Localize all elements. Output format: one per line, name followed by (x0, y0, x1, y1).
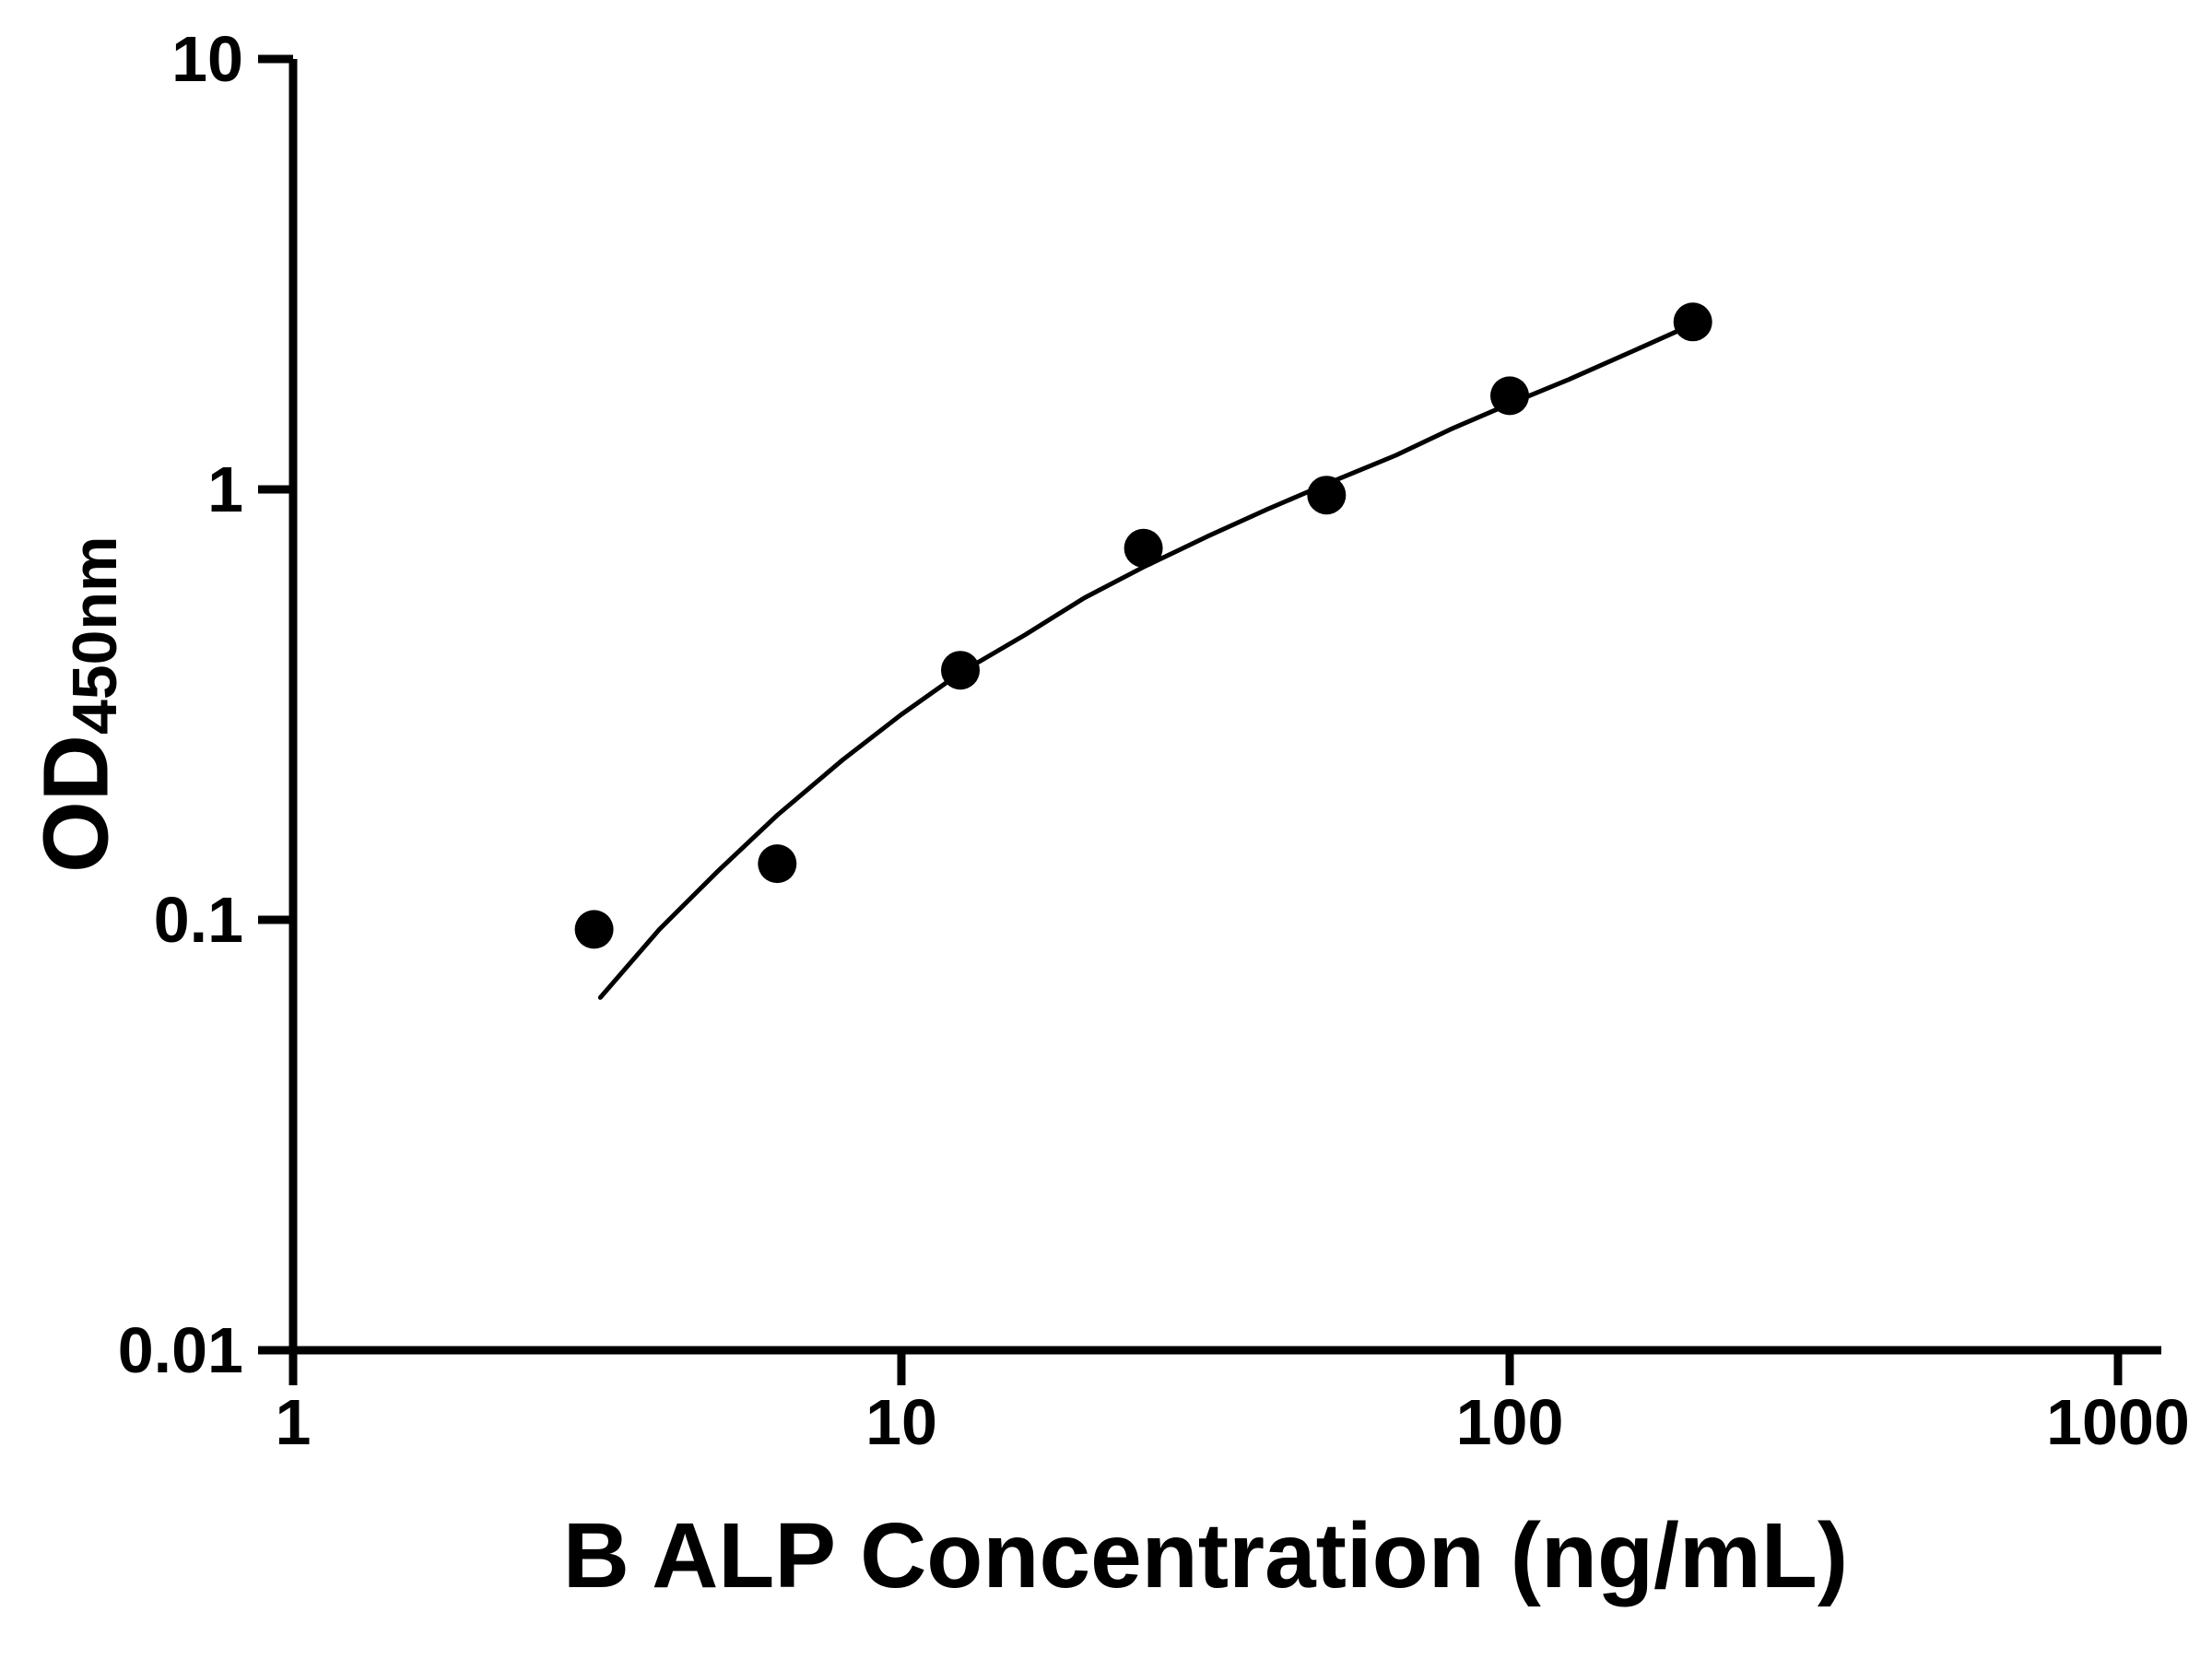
x-axis-title: B ALP Concentration (ng/mL) (562, 1504, 1849, 1607)
y-axis-title: OD450nm (0, 59, 157, 1350)
y-tick-label: 0.1 (154, 884, 243, 956)
y-axis-title-text: OD450nm (25, 535, 131, 873)
data-point (1124, 528, 1163, 568)
data-point (1490, 376, 1529, 416)
fit-curve (597, 322, 1696, 1000)
data-point (758, 844, 797, 884)
x-tick-label: 1000 (2046, 1386, 2190, 1458)
data-point (1673, 302, 1712, 342)
y-axis-title-sub: 450nm (60, 535, 131, 735)
x-tick-label: 100 (1456, 1386, 1564, 1458)
data-point (941, 651, 980, 690)
y-tick-label: 0.01 (118, 1314, 243, 1386)
data-point (1307, 476, 1347, 515)
x-tick-label: 10 (865, 1386, 937, 1458)
axis-lines (288, 59, 2161, 1355)
x-tick-label: 1 (276, 1386, 312, 1458)
y-tick-label: 1 (207, 453, 243, 525)
data-point (574, 910, 614, 949)
y-axis-title-main: OD (24, 735, 128, 874)
y-tick-label: 10 (171, 23, 243, 95)
